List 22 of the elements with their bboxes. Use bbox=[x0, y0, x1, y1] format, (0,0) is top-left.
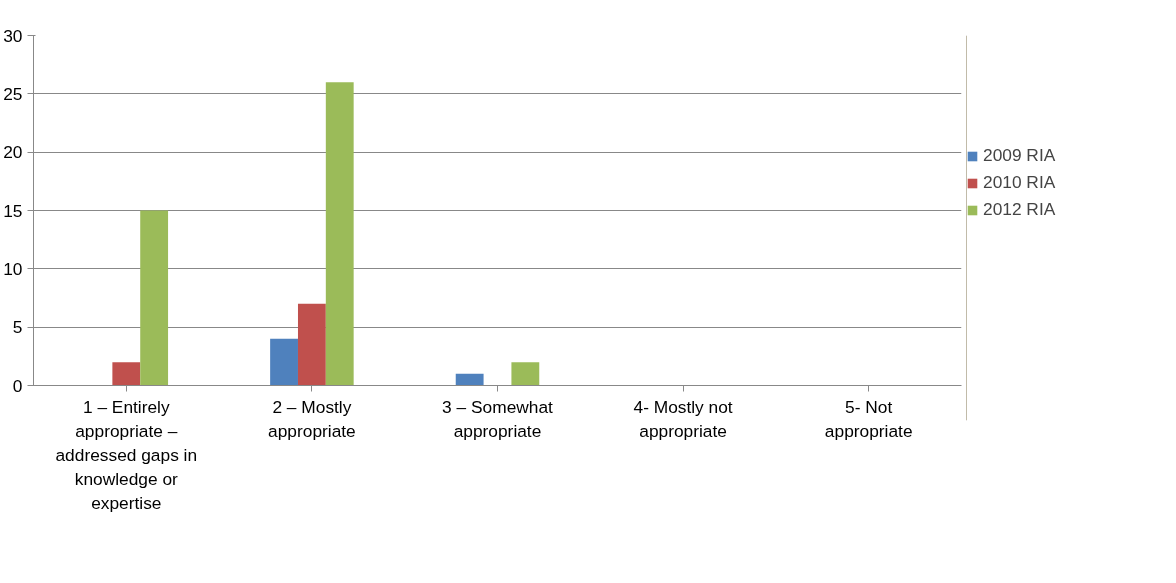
bar bbox=[140, 210, 169, 386]
legend-label: 2010 RIA bbox=[983, 172, 1056, 193]
x-tick-label: 1 – Entirely appropriate – addressed gaps in knowledge or expertise bbox=[55, 396, 198, 513]
legend-label: 2009 RIA bbox=[983, 145, 1056, 166]
x-tick-label: 2 – Mostly appropriate bbox=[268, 396, 356, 441]
x-tick-label: 5- Not appropriate bbox=[824, 396, 913, 441]
y-tick-label: 15 bbox=[3, 200, 23, 221]
y-tick-label: 20 bbox=[3, 142, 23, 163]
bar bbox=[455, 373, 484, 386]
y-tick-label: 10 bbox=[3, 258, 23, 279]
y-tick-label: 0 bbox=[12, 375, 23, 396]
y-tick-label: 25 bbox=[3, 83, 23, 104]
bar bbox=[325, 82, 354, 386]
x-tick-label: 4- Mostly not appropriate bbox=[633, 396, 733, 441]
bar bbox=[297, 303, 326, 386]
y-tick-label: 5 bbox=[12, 317, 23, 338]
bar bbox=[270, 338, 298, 386]
bar bbox=[112, 362, 141, 386]
y-tick-label: 30 bbox=[3, 25, 23, 46]
legend-label: 2012 RIA bbox=[983, 199, 1056, 220]
x-tick-label: 3 – Somewhat appropriate bbox=[442, 396, 554, 441]
bar bbox=[511, 362, 540, 386]
